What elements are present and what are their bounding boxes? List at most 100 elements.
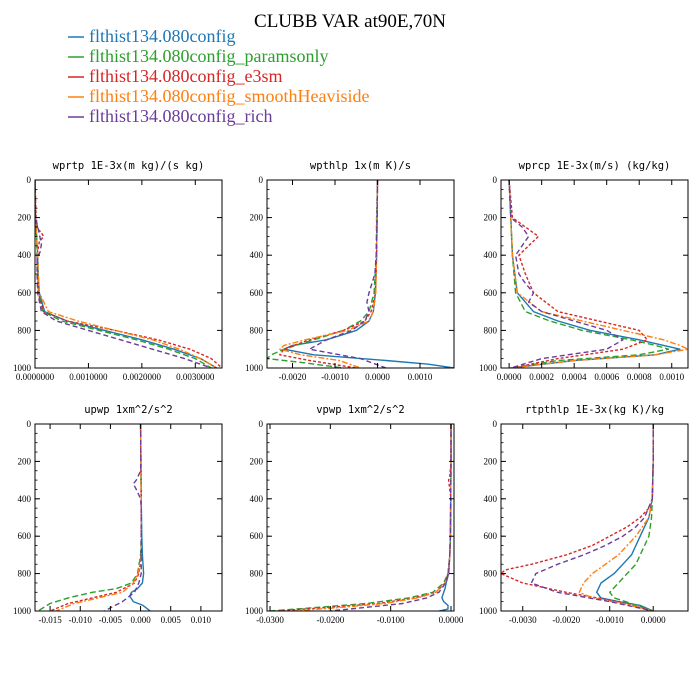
x-tick-label: 0.0000000 [16, 372, 55, 382]
chart-panel: vpwp 1xm^2/s^2 0 200 400 600 800 1000-0.0300 -0… [245, 404, 464, 625]
legend-item: flthist134.080config_paramsonly [68, 46, 328, 66]
series-line [55, 424, 142, 611]
y-tick-label: 400 [484, 250, 498, 260]
y-tick-label: 800 [484, 325, 498, 335]
series-line [609, 424, 654, 611]
x-tick-label: -0.005 [99, 615, 123, 625]
y-tick-label: 1000 [13, 606, 32, 616]
series-group [35, 180, 222, 368]
series-line [596, 424, 654, 611]
legend-item: flthist134.080config_e3sm [68, 66, 282, 86]
x-tick-label: 0.0010000 [69, 372, 108, 382]
legend: flthist134.080configflthist134.080config… [68, 26, 369, 126]
x-tick-label: -0.0010 [321, 372, 349, 382]
x-tick-label: -0.0020 [552, 615, 580, 625]
figure-title: CLUBB VAR at90E,70N [254, 11, 446, 32]
x-tick-label: 0.000 [130, 615, 151, 625]
x-tick-label: 0.0000 [641, 615, 666, 625]
x-tick-label: -0.0010 [596, 615, 624, 625]
legend-item: flthist134.080config [68, 26, 236, 46]
y-tick-label: 800 [18, 325, 32, 335]
series-group [508, 180, 688, 368]
series-line [275, 424, 452, 611]
series-line [530, 424, 654, 611]
y-tick-label: 800 [250, 325, 264, 335]
legend-label: flthist134.080config [89, 26, 236, 46]
y-tick-label: 600 [484, 531, 498, 541]
plot-frame [266, 423, 455, 612]
series-line [508, 180, 670, 368]
series-line [578, 424, 654, 611]
y-tick-label: 0 [259, 175, 264, 185]
plot-frame [34, 423, 223, 612]
chart-panel: rtpthlp 1E-3x(kg K)/kg 0 200 400 600 800 1000 -… [479, 404, 689, 625]
y-tick-label: 1000 [245, 606, 264, 616]
chart-panel: wpthlp 1x(m K)/s 0 200 400 600 800 1000 -0.0020… [245, 160, 455, 382]
y-tick-label: 1000 [479, 606, 498, 616]
panel-title: rtpthlp 1E-3x(kg K)/kg [525, 404, 664, 416]
legend-item: flthist134.080config_smoothHeaviside [68, 86, 369, 106]
x-tick-label: 0.0000 [439, 615, 464, 625]
chart-panel: wprcp 1E-3x(m/s) (kg/kg) 0 200 400 600 800 100… [479, 160, 689, 382]
y-tick-label: 800 [18, 569, 32, 579]
series-line [308, 180, 387, 368]
series-line [269, 424, 452, 611]
x-tick-label: -0.0030 [509, 615, 537, 625]
series-line [35, 180, 218, 368]
plot-frame [500, 423, 689, 612]
y-tick-label: 1000 [479, 363, 498, 373]
x-tick-label: -0.0100 [377, 615, 405, 625]
x-tick-label: -0.0200 [316, 615, 344, 625]
x-tick-label: 0.010 [191, 615, 212, 625]
chart-panel: wprtp 1E-3x(m kg)/(s kg) 0 200 400 600 800 100… [13, 160, 223, 382]
plot-frame [34, 179, 223, 369]
y-tick-label: 800 [250, 569, 264, 579]
y-tick-label: 200 [18, 213, 32, 223]
y-tick-label: 0 [27, 419, 32, 429]
x-tick-label: 0.0008 [627, 372, 652, 382]
x-tick-label: 0.0002 [529, 372, 554, 382]
x-tick-label: 0.0020000 [123, 372, 162, 382]
series-line [508, 180, 624, 368]
series-line [35, 180, 218, 368]
y-tick-label: 0 [259, 419, 264, 429]
y-tick-label: 200 [484, 213, 498, 223]
series-line [49, 424, 142, 611]
series-line [35, 180, 212, 368]
x-tick-label: 0.0004 [562, 372, 587, 382]
series-line [35, 180, 212, 368]
x-tick-label: 0.0030000 [176, 372, 215, 382]
y-tick-label: 600 [484, 288, 498, 298]
y-tick-label: 0 [493, 175, 498, 185]
panel-title: vpwp 1xm^2/s^2 [316, 404, 405, 416]
y-tick-label: 200 [484, 456, 498, 466]
series-line [294, 424, 452, 611]
y-tick-label: 400 [250, 250, 264, 260]
panel-title: wpthlp 1x(m K)/s [310, 160, 411, 172]
y-tick-label: 400 [250, 494, 264, 504]
series-line [501, 424, 654, 611]
legend-label: flthist134.080config_rich [89, 106, 272, 126]
panels: wprtp 1E-3x(m kg)/(s kg) 0 200 400 600 800 100… [13, 160, 689, 625]
y-tick-label: 1000 [13, 363, 32, 373]
x-tick-label: -0.010 [69, 615, 93, 625]
x-tick-label: 0.0006 [594, 372, 619, 382]
legend-label: flthist134.080config_smoothHeaviside [89, 86, 369, 106]
series-group [269, 424, 452, 611]
series-line [104, 424, 142, 611]
series-line [279, 180, 379, 368]
x-tick-label: 0.0010 [408, 372, 433, 382]
series-line [508, 180, 688, 368]
y-tick-label: 400 [484, 494, 498, 504]
y-tick-label: 1000 [245, 363, 264, 373]
series-group [37, 424, 151, 611]
series-line [37, 424, 142, 611]
y-tick-label: 200 [18, 456, 32, 466]
y-tick-label: 0 [493, 419, 498, 429]
y-tick-label: 400 [18, 250, 32, 260]
y-tick-label: 600 [18, 288, 32, 298]
y-tick-label: 200 [250, 213, 264, 223]
y-tick-label: 600 [18, 531, 32, 541]
x-tick-label: 0.005 [161, 615, 182, 625]
y-tick-label: 0 [27, 175, 32, 185]
